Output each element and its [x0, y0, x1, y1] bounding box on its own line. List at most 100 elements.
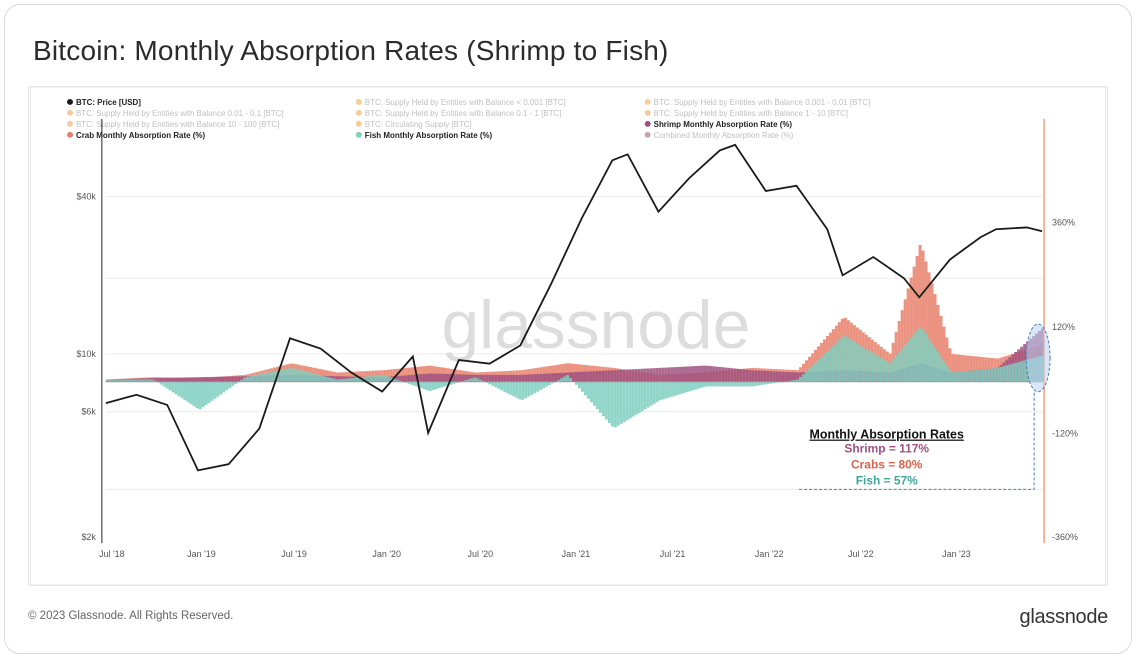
fish-bar: [984, 369, 988, 382]
fish-bar: [849, 339, 853, 382]
shrimp-bar: [775, 371, 779, 382]
fish-bar: [506, 381, 510, 394]
fish-bar: [846, 337, 850, 382]
fish-bar: [362, 376, 366, 382]
crab-bar: [410, 367, 414, 382]
shrimp-bar: [419, 374, 423, 382]
chart-area: BTC: Price [USD] BTC: Supply Held by Enti…: [28, 86, 1108, 586]
fish-bar: [852, 341, 856, 382]
fish-bar: [616, 381, 620, 426]
shrimp-bar: [592, 371, 596, 382]
fish-bar: [503, 381, 507, 392]
legend-label: Combined Monthly Absorption Rate (%): [654, 131, 794, 140]
fish-bar: [344, 378, 348, 382]
shrimp-bar: [682, 366, 686, 382]
crab-bar: [416, 366, 420, 382]
fish-bar: [288, 368, 292, 382]
annotation-crabs: Crabs = 80%: [851, 457, 923, 471]
fish-bar: [646, 381, 650, 408]
fish-bar: [739, 381, 743, 387]
shrimp-bar: [222, 376, 226, 382]
fish-bar: [577, 381, 581, 389]
fish-bar: [353, 377, 357, 382]
fish-bar: [876, 356, 880, 382]
fish-bar: [676, 381, 680, 395]
fish-bar: [240, 379, 244, 382]
fish-bar: [323, 376, 327, 382]
fish-bar: [524, 381, 528, 399]
fish-bar: [560, 378, 564, 382]
fish-bar: [350, 377, 354, 382]
fish-bar: [1011, 363, 1015, 382]
fish-bar: [153, 380, 157, 382]
fish-bar: [111, 379, 115, 382]
shrimp-bar: [398, 375, 402, 382]
fish-bar: [634, 381, 638, 415]
y-right-tick-label: 360%: [1052, 217, 1075, 227]
fish-bar: [470, 378, 474, 382]
shrimp-bar: [766, 370, 770, 382]
fish-bar: [957, 371, 961, 382]
crab-bar: [362, 371, 366, 382]
annotation-shrimp: Shrimp = 117%: [844, 442, 929, 456]
fish-bar: [966, 370, 970, 382]
fish-bar: [643, 381, 647, 410]
fish-bar: [273, 371, 277, 382]
legend-marker: [644, 131, 651, 138]
legend-label: Fish Monthly Absorption Rate (%): [365, 131, 493, 140]
x-tick-label: Jul '19: [281, 549, 307, 559]
shrimp-bar: [754, 370, 758, 382]
fish-bar: [808, 368, 812, 382]
fish-bar: [398, 380, 402, 382]
fish-bar: [978, 369, 982, 382]
fish-bar: [685, 381, 689, 393]
shrimp-bar: [634, 369, 638, 382]
fish-bar: [718, 381, 722, 387]
highlight-ellipse: [1025, 323, 1051, 393]
fish-bar: [132, 379, 136, 382]
fish-bar: [497, 381, 501, 389]
annotation-dashed-leader: [799, 391, 1035, 490]
fish-bar: [428, 381, 432, 391]
fish-bar: [213, 381, 217, 399]
fish-bar: [939, 356, 943, 382]
shrimp-bar: [177, 377, 181, 382]
fish-bar: [509, 381, 513, 395]
fish-bar: [425, 381, 429, 391]
shrimp-bar: [721, 367, 725, 382]
fish-bar: [309, 372, 313, 382]
fish-bar: [201, 381, 205, 408]
fish-bar: [147, 379, 151, 382]
x-tick-label: Jan '19: [187, 549, 216, 559]
fish-bar: [586, 381, 590, 399]
shrimp-bar: [551, 373, 555, 382]
shrimp-bar: [518, 374, 522, 382]
fish-bar: [285, 368, 289, 382]
price-line: [105, 143, 1043, 472]
fish-bar: [234, 381, 238, 384]
shrimp-bar: [156, 378, 160, 382]
crab-bar: [915, 255, 919, 382]
fish-bar: [583, 381, 587, 396]
fish-bar: [431, 381, 435, 391]
fish-bar: [691, 381, 695, 391]
fish-bar: [246, 376, 250, 382]
fish-bar: [318, 374, 321, 382]
crab-bar: [401, 368, 405, 382]
crab-bar: [320, 369, 324, 382]
fish-bar: [467, 379, 471, 382]
fish-bar: [551, 381, 555, 384]
fish-bar: [377, 375, 381, 382]
crab-bar: [957, 354, 961, 382]
fish-bar: [769, 381, 773, 384]
shrimp-bar: [772, 371, 776, 382]
fish-bar: [942, 361, 946, 382]
fish-bar: [437, 381, 441, 389]
crab-bar: [805, 360, 809, 382]
fish-bar: [897, 352, 901, 382]
fish-bar: [882, 359, 886, 382]
fish-bar: [464, 380, 468, 382]
fish-bar: [613, 381, 617, 428]
shrimp-bar: [703, 365, 707, 382]
legend-marker: [355, 98, 362, 105]
